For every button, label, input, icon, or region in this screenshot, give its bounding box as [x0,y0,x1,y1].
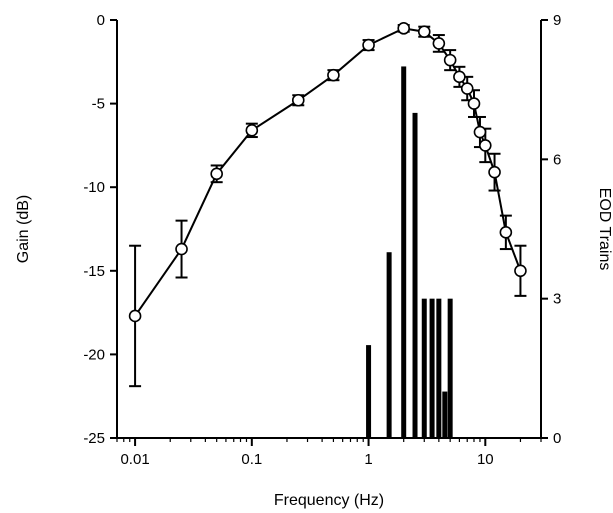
gain-point [432,37,446,50]
gain-point [210,167,223,181]
x-tick-label: 10 [477,451,494,468]
eod-bar [442,391,448,438]
eod-bar [429,298,435,438]
gain-point [291,93,305,107]
y-tick-label: -10 [83,179,105,196]
ticks: 0 -5 -10 -15 -20 -25 0 3 6 9 0.01 0.1 1 10 [83,12,561,468]
y-tick-label: 0 [97,12,105,29]
y2-tick-label: 9 [553,12,561,29]
gain-point [417,25,431,39]
gain-point [362,38,375,52]
y-tick-label: -20 [83,346,105,363]
gain-point [128,309,142,323]
gain-point [514,264,527,278]
gain-point [499,226,513,239]
x-tick-label: 0.1 [241,451,262,468]
gain-point [397,22,411,35]
eod-bar [436,298,442,438]
y-tick-label: -15 [83,263,105,280]
gain-point [443,53,457,67]
axes [116,20,542,439]
eod-bar [412,112,418,438]
eod-trains-bars [366,66,453,438]
y2-tick-label: 0 [553,430,561,447]
gain-point [327,68,340,82]
gain-point [245,124,259,137]
gain-point [479,139,492,152]
y-axis-label: Gain (dB) [15,195,32,263]
x-tick-label: 1 [364,451,372,468]
gain-point [453,70,466,84]
gain-point [467,97,481,110]
gain-point [473,125,487,139]
y-tick-label: -25 [83,430,105,447]
x-axis-label: Frequency (Hz) [274,492,384,509]
gain-point [488,165,501,179]
y-tick-label: -5 [92,96,105,113]
gain-series [128,22,527,388]
eod-bar [447,298,453,438]
eod-bar [401,66,407,438]
gain-point [460,82,474,95]
eod-bar [366,345,372,438]
y2-tick-label: 6 [553,151,561,168]
y2-tick-label: 3 [553,291,561,308]
eod-bar [421,298,427,438]
gain-point [175,242,188,256]
x-tick-label: 0.01 [120,451,149,468]
y2-axis-label: EOD Trains [596,188,613,271]
eod-bar [386,252,392,438]
